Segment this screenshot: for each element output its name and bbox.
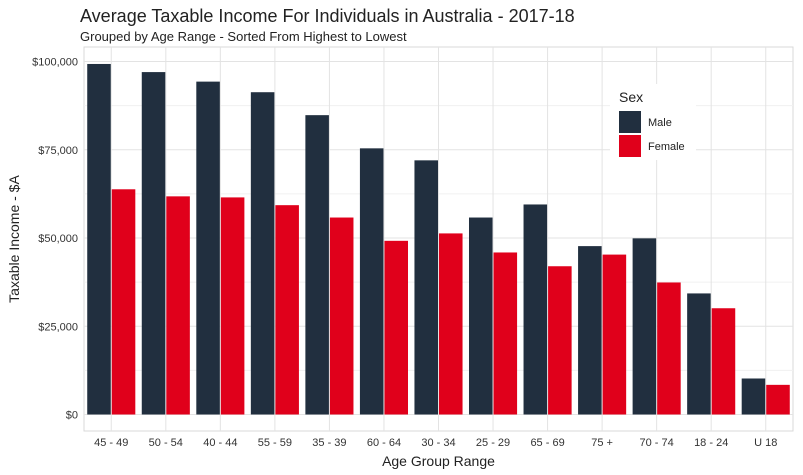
bar-female	[384, 240, 409, 415]
bars	[87, 63, 790, 415]
bar-male	[196, 81, 220, 415]
bar-female	[657, 282, 681, 415]
x-axis-title: Age Group Range	[382, 453, 495, 469]
x-tick-label: 30 - 34	[421, 437, 455, 449]
x-tick-label: 35 - 39	[312, 437, 346, 449]
bar-male	[359, 148, 384, 415]
bar-female	[111, 189, 136, 415]
legend-label-female: Female	[648, 141, 685, 153]
x-tick-label: 50 - 54	[149, 437, 183, 449]
bar-female	[439, 233, 463, 415]
bar-male	[687, 293, 711, 415]
y-tick-label: $25,000	[38, 321, 78, 333]
bar-female	[329, 217, 354, 415]
bar-male	[87, 63, 111, 415]
x-tick-label: 25 - 29	[476, 437, 510, 449]
legend-key-female	[619, 135, 641, 157]
x-axis-ticks: 45 - 49 50 - 54 40 - 44 55 - 59 35 - 39 60 - …	[94, 437, 777, 449]
x-tick-label: 55 - 59	[258, 437, 292, 449]
bar-male	[578, 246, 602, 415]
bar-female	[548, 266, 572, 415]
bar-male	[741, 378, 766, 415]
x-tick-label: 60 - 64	[367, 437, 401, 449]
legend-key-male	[619, 111, 641, 133]
bar-female	[275, 205, 299, 415]
x-tick-label: 70 - 74	[640, 437, 674, 449]
y-axis-ticks: $0 $25,000 $50,000 $75,000 $100,000	[32, 57, 78, 422]
chart-subtitle: Grouped by Age Range - Sorted From Highe…	[80, 29, 407, 44]
bar-male	[414, 160, 438, 415]
x-tick-label: U 18	[754, 437, 777, 449]
bar-male	[632, 238, 657, 415]
x-tick-label: 18 - 24	[694, 437, 728, 449]
bar-female	[166, 196, 190, 415]
x-tick-label: 40 - 44	[203, 437, 237, 449]
legend: Sex Male Female	[610, 84, 696, 160]
bar-male	[305, 115, 329, 415]
chart-title: Average Taxable Income For Individuals i…	[80, 6, 575, 26]
legend-title: Sex	[619, 89, 643, 105]
y-axis-title: Taxable Income - $A	[6, 175, 22, 303]
x-tick-label: 45 - 49	[94, 437, 128, 449]
y-tick-label: $100,000	[32, 57, 78, 69]
bar-male	[523, 204, 548, 415]
y-tick-label: $50,000	[38, 233, 78, 245]
bar-female	[711, 308, 736, 415]
y-tick-label: $75,000	[38, 145, 78, 157]
bar-male	[468, 217, 493, 415]
bar-female	[493, 252, 518, 415]
y-tick-label: $0	[66, 410, 78, 422]
bar-male	[141, 72, 166, 415]
x-tick-label: 75 +	[591, 437, 613, 449]
bar-male	[250, 92, 275, 415]
bar-female	[766, 384, 790, 415]
legend-label-male: Male	[648, 117, 672, 129]
bar-female	[220, 197, 245, 415]
bar-female	[602, 254, 627, 415]
x-tick-label: 65 - 69	[530, 437, 564, 449]
